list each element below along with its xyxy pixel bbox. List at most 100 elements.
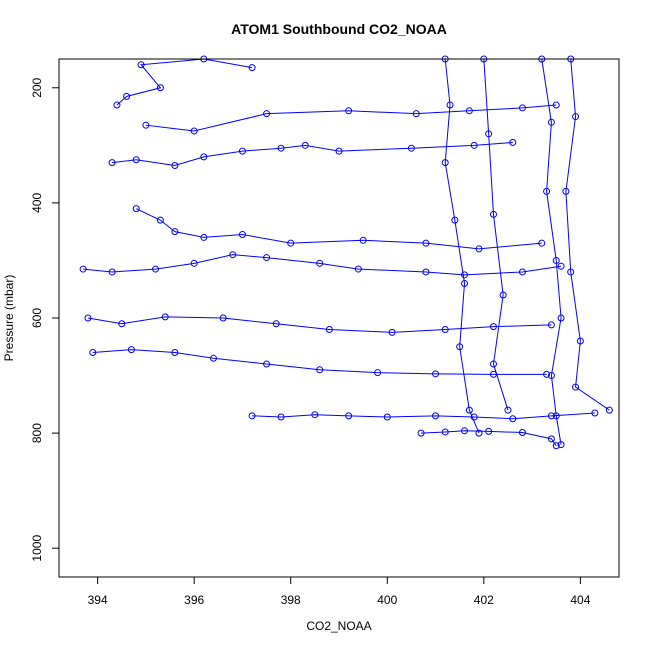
x-axis-label: CO2_NOAA xyxy=(306,619,371,633)
y-axis: 200 400 600 800 1000 xyxy=(30,77,59,562)
data-point xyxy=(504,406,512,414)
data-point xyxy=(470,141,478,149)
series-line-0 xyxy=(116,58,253,106)
data-point xyxy=(272,320,280,328)
chart-title: ATOM1 Southbound CO2_NOAA xyxy=(231,21,447,37)
y-tick-label: 400 xyxy=(30,193,44,213)
data-point xyxy=(108,268,116,276)
data-point xyxy=(345,412,353,420)
series-line-2 xyxy=(145,104,557,132)
data-point xyxy=(287,239,295,247)
data-point xyxy=(461,279,469,287)
data-point xyxy=(301,141,309,149)
data-point xyxy=(441,428,449,436)
data-point xyxy=(84,314,92,322)
data-point xyxy=(263,360,271,368)
data-point xyxy=(538,239,546,247)
data-point xyxy=(441,159,449,167)
data-point xyxy=(489,210,497,218)
data-point xyxy=(152,265,160,273)
data-point xyxy=(543,370,551,378)
data-point xyxy=(248,412,256,420)
data-point xyxy=(562,187,570,195)
data-point xyxy=(422,268,430,276)
data-point xyxy=(277,413,285,421)
data-point xyxy=(461,427,469,435)
data-point xyxy=(451,216,459,224)
series-line-4 xyxy=(83,254,562,276)
data-point xyxy=(547,372,555,380)
data-point xyxy=(412,110,420,118)
data-point xyxy=(118,320,126,328)
data-point xyxy=(123,92,131,100)
data-point xyxy=(547,118,555,126)
data-point xyxy=(557,314,565,322)
data-point xyxy=(547,321,555,329)
data-point xyxy=(547,435,555,443)
data-point xyxy=(311,411,319,419)
data-point xyxy=(345,107,353,115)
data-point xyxy=(238,231,246,239)
data-point xyxy=(325,326,333,334)
data-point xyxy=(200,233,208,241)
data-point xyxy=(354,265,362,273)
data-point xyxy=(489,323,497,331)
data-point xyxy=(432,412,440,420)
data-point xyxy=(171,349,179,357)
data-point xyxy=(441,326,449,334)
series-line-6 xyxy=(92,349,547,375)
data-point xyxy=(316,259,324,267)
x-tick-label: 398 xyxy=(281,593,301,607)
data-point xyxy=(509,415,517,423)
data-point xyxy=(161,313,169,321)
data-point xyxy=(316,366,324,374)
data-point xyxy=(190,127,198,135)
x-tick-label: 402 xyxy=(474,593,494,607)
x-tick-label: 394 xyxy=(88,593,108,607)
data-point xyxy=(475,245,483,253)
data-point xyxy=(89,349,97,357)
data-point xyxy=(137,61,145,69)
data-point xyxy=(475,429,483,437)
plot-marks xyxy=(79,55,613,450)
data-point xyxy=(489,360,497,368)
data-point xyxy=(277,144,285,152)
data-point xyxy=(485,427,493,435)
data-point xyxy=(108,159,116,167)
y-tick-label: 1000 xyxy=(30,535,44,562)
series-line-10 xyxy=(541,58,562,445)
data-point xyxy=(461,271,469,279)
data-point xyxy=(456,343,464,351)
data-point xyxy=(113,101,121,109)
data-point xyxy=(417,429,425,437)
data-point xyxy=(171,161,179,169)
data-point xyxy=(509,138,517,146)
data-point xyxy=(518,104,526,112)
data-point xyxy=(132,156,140,164)
data-point xyxy=(547,412,555,420)
data-point xyxy=(465,406,473,414)
data-point xyxy=(470,413,478,421)
data-point xyxy=(359,236,367,244)
y-axis-label: Pressure (mbar) xyxy=(2,275,16,362)
y-tick-label: 600 xyxy=(30,308,44,328)
data-point xyxy=(209,354,217,362)
data-point xyxy=(156,84,164,92)
data-point xyxy=(238,147,246,155)
data-point xyxy=(572,383,580,391)
data-point xyxy=(591,409,599,417)
data-point xyxy=(335,147,343,155)
data-point xyxy=(248,64,256,72)
data-point xyxy=(422,239,430,247)
plot-frame xyxy=(58,58,620,578)
data-point xyxy=(142,121,150,129)
data-point xyxy=(132,205,140,213)
data-point xyxy=(229,251,237,259)
series-line-3 xyxy=(136,208,542,250)
x-tick-label: 400 xyxy=(377,593,397,607)
data-point xyxy=(552,442,560,450)
x-tick-label: 396 xyxy=(184,593,204,607)
data-point xyxy=(499,291,507,299)
data-point xyxy=(557,262,565,270)
